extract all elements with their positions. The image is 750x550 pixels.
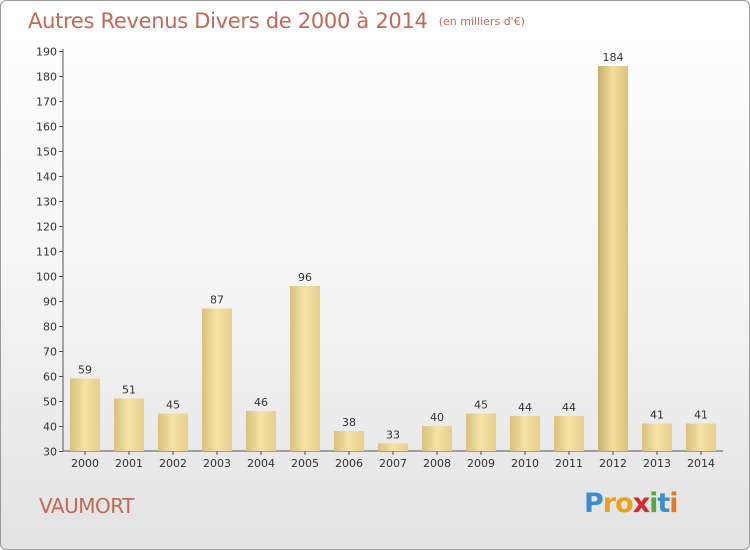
x-tick-label: 2008 bbox=[423, 457, 451, 470]
x-tick-label: 2001 bbox=[115, 457, 143, 470]
y-tick-label: 30 bbox=[43, 446, 57, 459]
axes: 30 40 50 60 70 80 90 100 110 120 130 140 150 160 170 18… bbox=[36, 46, 723, 470]
bar-value-label: 33 bbox=[386, 429, 400, 442]
bar-value-label: 38 bbox=[342, 416, 356, 429]
y-tick-label: 70 bbox=[43, 346, 57, 359]
y-tick-label: 110 bbox=[36, 246, 57, 259]
bar-value-label: 41 bbox=[650, 409, 664, 422]
x-tick-label: 2007 bbox=[379, 457, 407, 470]
y-tick-label: 40 bbox=[43, 421, 57, 434]
logo-letter: t bbox=[657, 488, 670, 519]
bar bbox=[466, 413, 496, 451]
bar bbox=[510, 416, 540, 451]
bar bbox=[598, 66, 628, 451]
y-tick-label: 190 bbox=[36, 46, 57, 59]
bar-value-label: 44 bbox=[562, 401, 576, 414]
logo-letter: x bbox=[632, 488, 650, 519]
x-tick-label: 2003 bbox=[203, 457, 231, 470]
bar-value-label: 45 bbox=[474, 399, 488, 412]
y-tick-label: 90 bbox=[43, 296, 57, 309]
logo-letter: i bbox=[669, 488, 678, 519]
x-tick-label: 2012 bbox=[599, 457, 627, 470]
logo-letter: o bbox=[615, 488, 634, 519]
x-tick-label: 2011 bbox=[555, 457, 583, 470]
bar bbox=[246, 411, 276, 451]
y-tick-label: 180 bbox=[36, 71, 57, 84]
y-tick-label: 170 bbox=[36, 96, 57, 109]
x-tick-label: 2000 bbox=[71, 457, 99, 470]
y-tick-label: 60 bbox=[43, 371, 57, 384]
x-tick-label: 2002 bbox=[159, 457, 187, 470]
x-tick-label: 2009 bbox=[467, 457, 495, 470]
bar-value-label: 87 bbox=[210, 294, 224, 307]
bar-value-label: 45 bbox=[166, 399, 180, 412]
x-tick-label: 2010 bbox=[511, 457, 539, 470]
bar-value-label: 96 bbox=[298, 271, 312, 284]
bar bbox=[554, 416, 584, 451]
bar bbox=[378, 443, 408, 451]
bar bbox=[202, 308, 232, 451]
bar-value-label: 41 bbox=[694, 409, 708, 422]
y-tick-label: 120 bbox=[36, 221, 57, 234]
y-tick-label: 130 bbox=[36, 196, 57, 209]
logo-letter: P bbox=[584, 488, 604, 519]
bar-value-label: 51 bbox=[122, 384, 136, 397]
y-tick-label: 100 bbox=[36, 271, 57, 284]
bar bbox=[114, 398, 144, 451]
x-tick-label: 2014 bbox=[687, 457, 715, 470]
x-tick-label: 2013 bbox=[643, 457, 671, 470]
bars: 59 51 45 87 46 96 38 33 40 45 44 44 184 41 41 bbox=[70, 51, 716, 451]
bar bbox=[290, 286, 320, 451]
bar bbox=[686, 423, 716, 451]
chart-title: Autres Revenus Divers de 2000 à 2014 bbox=[28, 9, 428, 33]
chart-subtitle: (en milliers d'€) bbox=[438, 15, 525, 28]
y-tick-label: 80 bbox=[43, 321, 57, 334]
bar-value-label: 46 bbox=[254, 396, 268, 409]
commune-name: VAUMORT bbox=[39, 494, 134, 518]
bar-value-label: 44 bbox=[518, 401, 532, 414]
bar-value-label: 184 bbox=[603, 51, 624, 64]
bar-value-label: 40 bbox=[430, 411, 444, 424]
bar bbox=[70, 378, 100, 451]
x-tick-label: 2004 bbox=[247, 457, 275, 470]
bar bbox=[334, 431, 364, 451]
proxiti-logo: Proxiti bbox=[584, 488, 679, 519]
y-tick-label: 160 bbox=[36, 121, 57, 134]
bar-value-label: 59 bbox=[78, 364, 92, 377]
bar bbox=[642, 423, 672, 451]
logo-letter: r bbox=[602, 488, 616, 519]
bar bbox=[158, 413, 188, 451]
y-tick-label: 150 bbox=[36, 146, 57, 159]
y-tick-label: 50 bbox=[43, 396, 57, 409]
logo-letter: i bbox=[649, 488, 658, 519]
x-tick-label: 2006 bbox=[335, 457, 363, 470]
chart-title-block: Autres Revenus Divers de 2000 à 2014 (en… bbox=[28, 9, 525, 33]
y-tick-label: 140 bbox=[36, 171, 57, 184]
x-tick-label: 2005 bbox=[291, 457, 319, 470]
bar bbox=[422, 426, 452, 451]
